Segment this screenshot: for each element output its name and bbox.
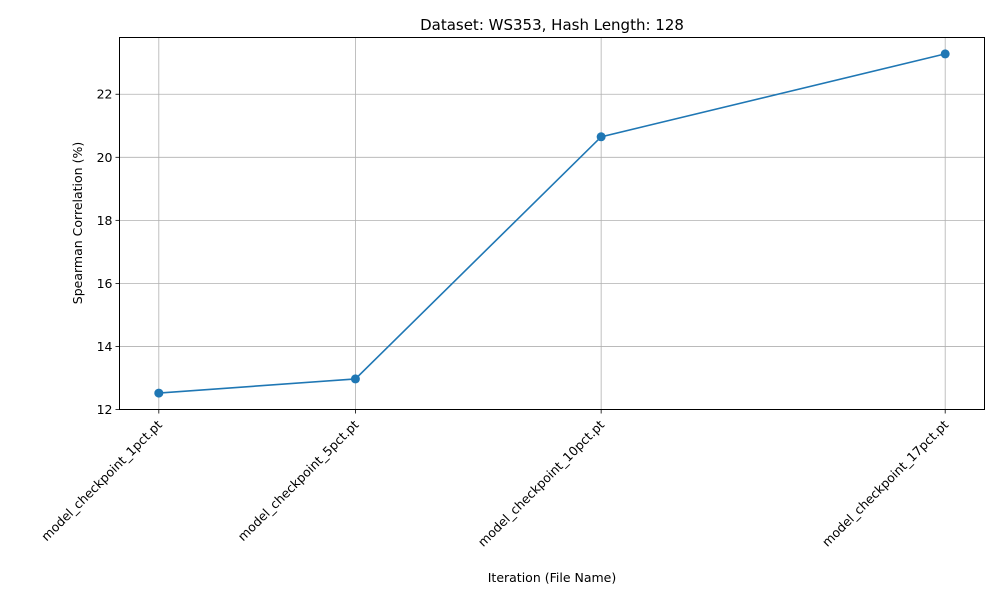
data-point	[940, 49, 950, 59]
y-tick-label: 12	[97, 402, 113, 417]
data-point	[596, 132, 606, 142]
y-tick-label: 16	[97, 276, 113, 291]
chart-title: Dataset: WS353, Hash Length: 128	[420, 16, 684, 34]
series-layer	[154, 49, 950, 398]
series-line	[158, 53, 946, 394]
x-tick-label: model_checkpoint_5pct.pt	[235, 417, 362, 544]
x-axis-label: Iteration (File Name)	[488, 570, 617, 585]
x-tick-label: model_checkpoint_1pct.pt	[38, 417, 165, 544]
y-tick-label: 22	[97, 87, 113, 102]
y-axis-label: Spearman Correlation (%)	[70, 142, 85, 304]
y-axis-ticks: 12 14 16 18 20 22	[97, 87, 120, 417]
y-tick-label: 18	[97, 213, 113, 228]
y-tick-label: 14	[97, 339, 113, 354]
plot-frame	[119, 37, 985, 410]
y-tick-label: 20	[97, 150, 113, 165]
x-axis-ticks: model_checkpoint_1pct.pt model_checkpoint…	[38, 409, 952, 550]
data-point	[154, 388, 164, 398]
data-point	[350, 374, 360, 384]
x-tick-label: model_checkpoint_10pct.pt	[475, 417, 608, 550]
x-tick-label: model_checkpoint_17pct.pt	[819, 417, 952, 550]
grid-lines	[119, 37, 985, 410]
